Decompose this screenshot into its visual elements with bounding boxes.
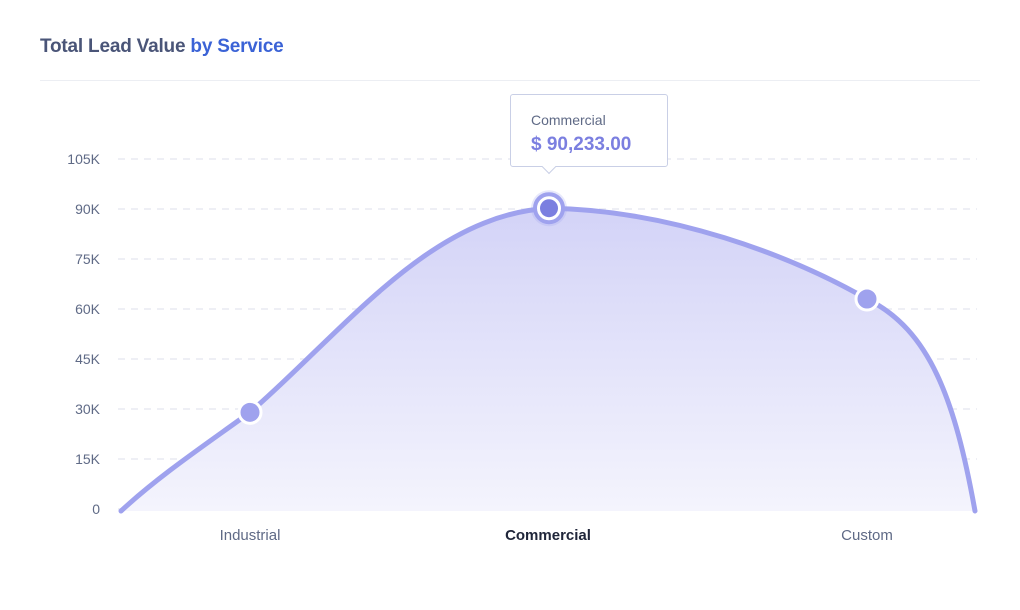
data-point-custom[interactable]: [854, 286, 880, 312]
header-divider: [40, 80, 980, 81]
tooltip-value: $ 90,233.00: [531, 134, 632, 155]
data-point-commercial[interactable]: [540, 199, 558, 218]
value-tooltip: Commercial $ 90,233.00: [510, 94, 668, 167]
area-fill: [121, 208, 975, 511]
chart-title-main: Total Lead Value: [40, 36, 186, 57]
data-point-industrial[interactable]: [237, 399, 263, 425]
y-tick-label: 15K: [75, 451, 101, 467]
x-tick-label: Commercial: [505, 527, 591, 544]
x-axis: Industrial Commercial Custom: [220, 527, 893, 544]
y-tick-label: 30K: [75, 401, 101, 417]
x-tick-label: Industrial: [220, 527, 281, 544]
chart-title: Total Lead Value by Service: [40, 36, 284, 58]
y-tick-label: 45K: [75, 351, 101, 367]
y-axis: 0 15K 30K 45K 60K 75K 90K 105K: [67, 151, 100, 517]
y-tick-label: 60K: [75, 301, 101, 317]
chart-title-accent: by Service: [190, 36, 284, 57]
y-tick-label: 105K: [67, 151, 100, 167]
x-tick-label: Custom: [841, 527, 893, 544]
data-points[interactable]: [237, 190, 880, 425]
y-tick-label: 75K: [75, 251, 101, 267]
y-tick-label: 0: [92, 501, 100, 517]
tooltip-label: Commercial: [531, 112, 606, 128]
y-tick-label: 90K: [75, 201, 101, 217]
